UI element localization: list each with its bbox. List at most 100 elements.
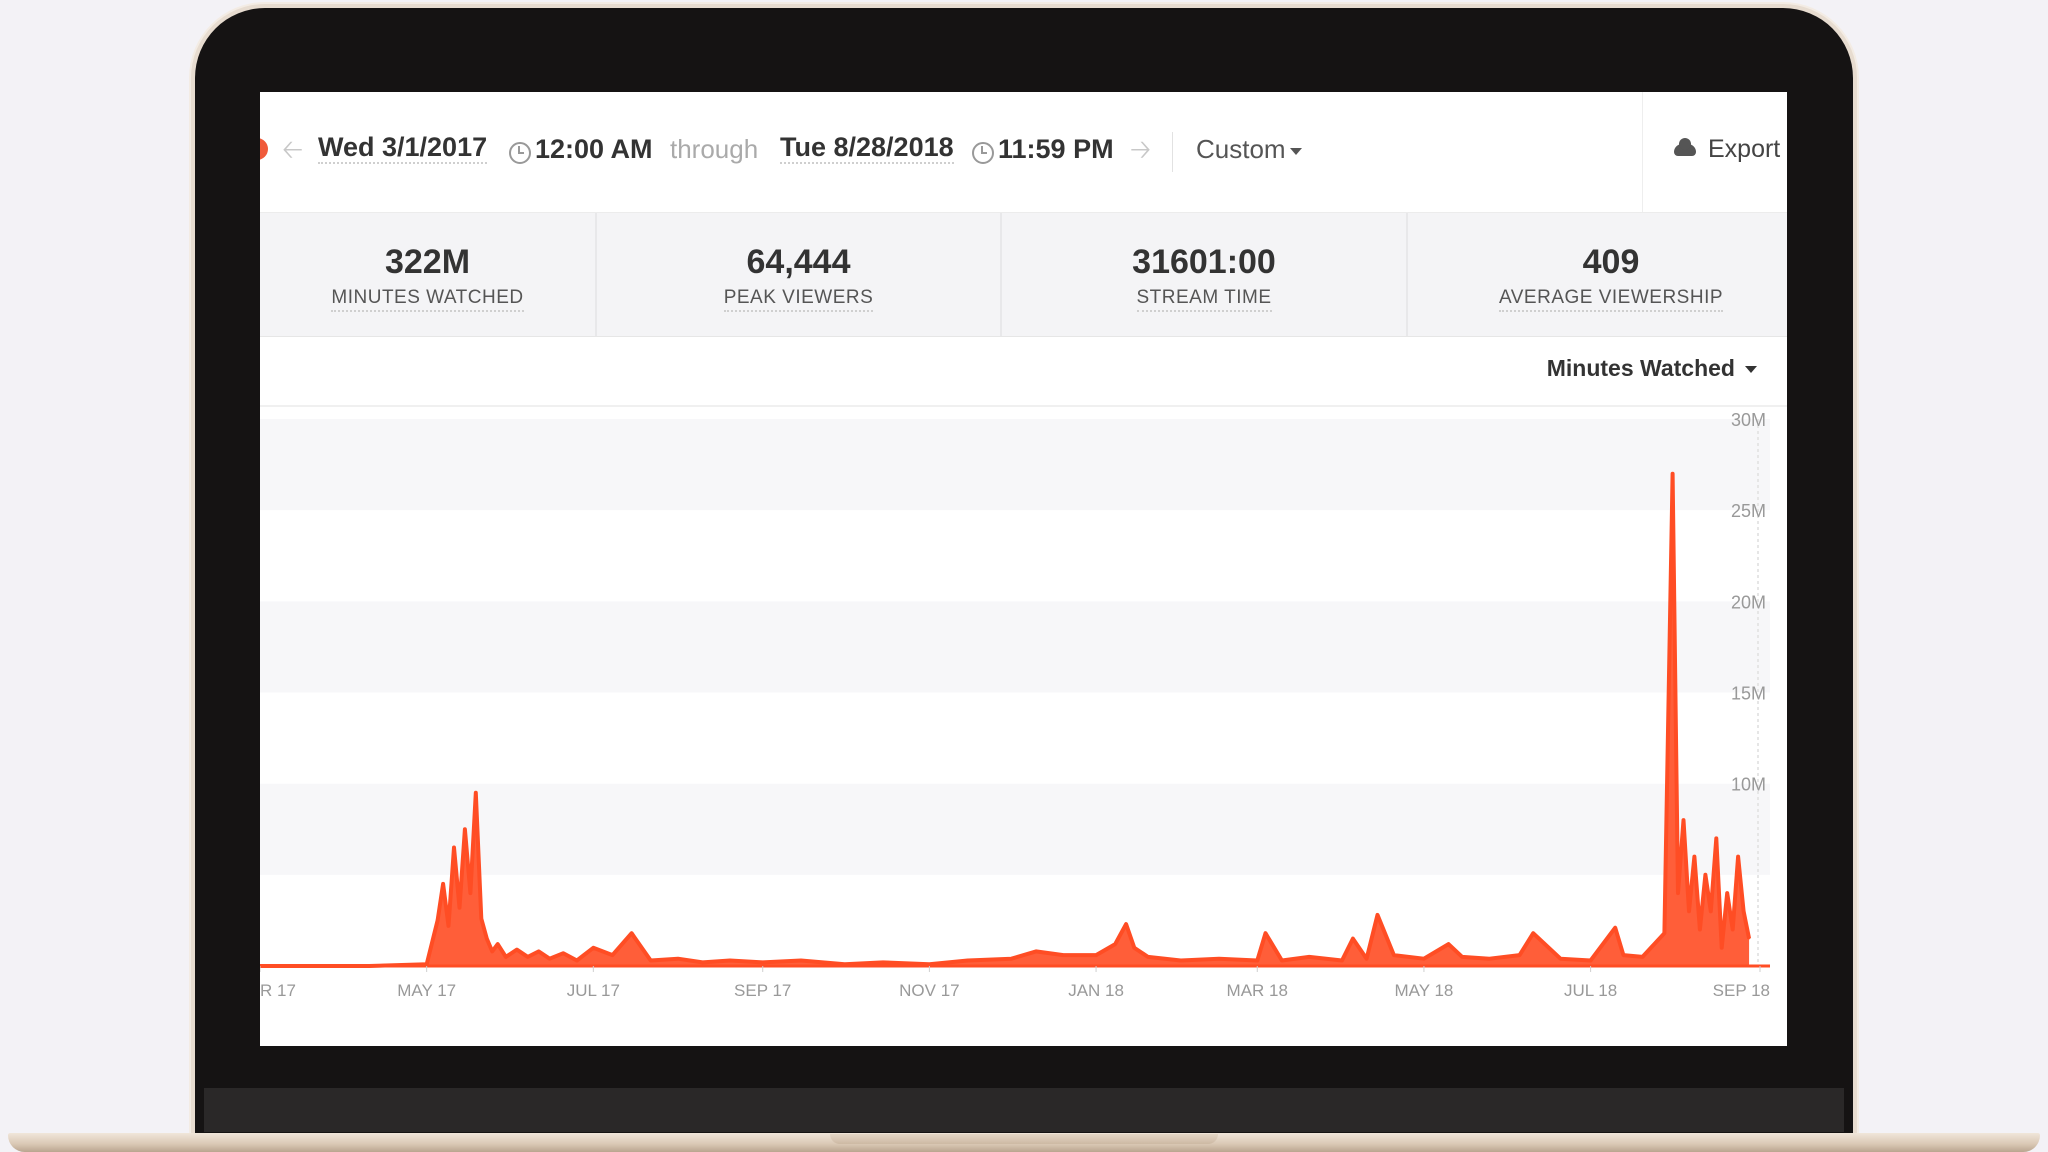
data-point <box>1281 959 1283 962</box>
data-point <box>1114 943 1116 945</box>
data-point <box>526 956 529 958</box>
grid-band <box>260 692 1770 784</box>
clock-icon <box>972 142 994 164</box>
data-point <box>1699 928 1701 931</box>
stat-average-viewership: 409 AVERAGE VIEWERSHIP <box>1408 213 1787 336</box>
stat-label[interactable]: MINUTES WATCHED <box>260 287 595 312</box>
data-point <box>1641 956 1644 958</box>
data-point <box>464 828 466 831</box>
start-date[interactable]: Wed 3/1/2017 <box>318 132 488 164</box>
through-label: through <box>670 134 759 164</box>
data-point <box>505 956 507 958</box>
arrow-left-icon[interactable]: 🡠 <box>282 134 304 164</box>
x-tick-label: JAN 18 <box>1068 981 1124 1000</box>
stat-label[interactable]: PEAK VIEWERS <box>597 287 1000 312</box>
data-point <box>1688 910 1690 913</box>
data-point <box>1663 932 1666 934</box>
stat-value: 31601:00 <box>1132 243 1276 281</box>
end-time[interactable]: 11:59 PM <box>998 134 1114 164</box>
y-tick-label: 20M <box>1731 592 1766 612</box>
stat-value: 64,444 <box>746 243 851 281</box>
data-point <box>491 950 494 953</box>
data-point <box>576 959 578 962</box>
data-point <box>882 961 884 964</box>
app-screen: 🡠 Wed 3/1/2017 12:00 AM through Tue 8/28… <box>260 92 1787 1046</box>
data-point <box>1589 959 1592 962</box>
caret-down-icon <box>1289 147 1302 155</box>
data-point <box>562 952 565 955</box>
clock-icon <box>509 142 531 164</box>
data-point <box>592 946 595 949</box>
data-point <box>1264 932 1267 934</box>
metric-select-label: Minutes Watched <box>1546 355 1735 381</box>
data-point <box>1147 956 1149 958</box>
end-date[interactable]: Tue 8/28/2018 <box>780 132 954 164</box>
stat-stream-time: 31601:00 STREAM TIME <box>1002 213 1406 336</box>
data-point <box>447 925 450 927</box>
caret-down-icon <box>1745 366 1757 374</box>
data-point <box>1393 954 1395 956</box>
range-select-dropdown[interactable]: Custom <box>1196 132 1302 166</box>
stat-value: 322M <box>384 243 471 281</box>
range-select-label: Custom <box>1196 134 1286 164</box>
laptop-base-notch <box>830 1134 1218 1144</box>
stat-minutes-watched: 322M MINUTES WATCHED <box>260 213 595 336</box>
data-point <box>516 948 518 951</box>
data-point <box>1748 937 1750 940</box>
chart-top-border <box>260 405 1787 407</box>
data-point <box>1095 954 1097 956</box>
x-tick-label: MAY 18 <box>1394 981 1453 1000</box>
x-tick-label: SEP 17 <box>734 981 791 1000</box>
stat-label[interactable]: AVERAGE VIEWERSHIP <box>1408 287 1787 312</box>
x-tick-label: R 17 <box>260 981 296 1000</box>
stat-divider <box>1406 213 1408 336</box>
stat-label[interactable]: STREAM TIME <box>1002 287 1406 312</box>
data-point <box>1737 855 1739 858</box>
data-point <box>548 957 551 960</box>
data-point <box>1682 819 1685 821</box>
data-point <box>1715 837 1718 840</box>
x-tick-label: SEP 18 <box>1713 981 1770 1000</box>
data-point <box>649 959 652 962</box>
metric-select-dropdown[interactable]: Minutes Watched <box>1547 355 1757 382</box>
stat-value: 409 <box>1582 243 1640 281</box>
data-point <box>469 892 472 894</box>
data-point <box>1352 937 1354 940</box>
laptop-chin <box>204 1088 1844 1132</box>
data-point <box>1622 954 1625 956</box>
data-point <box>1614 926 1616 929</box>
cloud-icon <box>1674 138 1696 156</box>
start-time[interactable]: 12:00 AM <box>535 134 653 164</box>
grid-band <box>260 783 1770 875</box>
data-point <box>1704 874 1707 876</box>
stat-peak-viewers: 64,444 PEAK VIEWERS <box>597 213 1000 336</box>
data-point <box>729 959 731 962</box>
x-tick-label: MAY 17 <box>397 981 456 1000</box>
data-point <box>1488 957 1491 960</box>
x-tick-label: NOV 17 <box>899 981 959 1000</box>
grid-band <box>260 510 1770 602</box>
data-point <box>1035 950 1037 953</box>
data-point <box>1376 914 1379 916</box>
data-point <box>1742 910 1745 913</box>
toolbar-divider <box>1172 132 1173 172</box>
data-point <box>496 943 499 945</box>
end-date-picker[interactable]: Tue 8/28/2018 <box>780 132 954 166</box>
y-tick-label: 30M <box>1731 410 1766 430</box>
export-button[interactable]: Export <box>1708 135 1781 163</box>
data-point <box>458 906 461 909</box>
data-point <box>480 917 483 920</box>
export-divider <box>1642 92 1643 212</box>
arrow-right-icon[interactable]: 🡢 <box>1130 134 1152 164</box>
data-point <box>630 932 633 934</box>
data-point <box>1693 855 1696 858</box>
data-point <box>1062 954 1065 956</box>
data-point <box>1532 932 1535 934</box>
data-point <box>1179 959 1182 962</box>
data-point <box>611 954 614 956</box>
stat-divider <box>595 213 597 336</box>
x-tick-label: MAR 18 <box>1227 981 1288 1000</box>
data-point <box>1461 956 1463 958</box>
start-date-picker[interactable]: Wed 3/1/2017 <box>318 132 488 166</box>
data-point <box>1341 959 1343 962</box>
